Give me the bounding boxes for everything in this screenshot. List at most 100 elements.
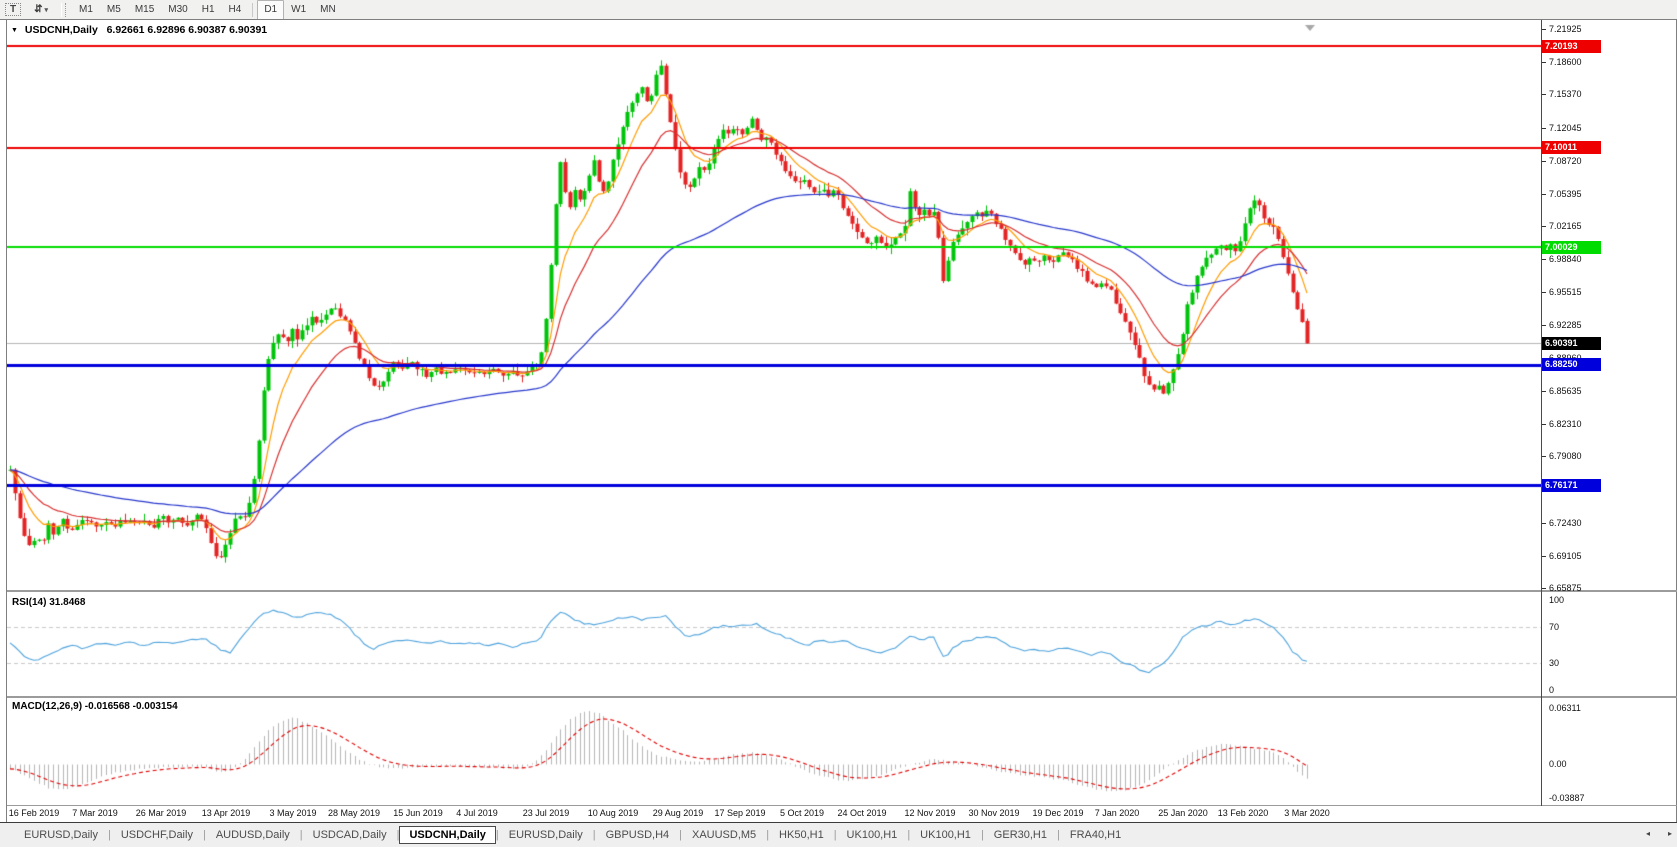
macd-tick-label: 0.00 bbox=[1549, 759, 1567, 769]
price-tick-label: 6.69105 bbox=[1549, 550, 1582, 561]
price-tick-mark bbox=[1542, 424, 1546, 426]
panel-resize-separator[interactable] bbox=[7, 696, 1677, 698]
date-label: 12 Nov 2019 bbox=[904, 808, 956, 818]
chart-tab-eurusd-daily[interactable]: EURUSD,Daily bbox=[508, 829, 583, 841]
price-tick-mark bbox=[1542, 390, 1546, 392]
tab-separator: | bbox=[299, 829, 303, 841]
chart-tab-usdcad-daily[interactable]: USDCAD,Daily bbox=[312, 829, 387, 841]
price-tick-label: 6.72430 bbox=[1549, 517, 1582, 528]
tab-separator: | bbox=[1057, 829, 1060, 841]
chart-ohlc-quotes: 6.92661 6.92896 6.90387 6.90391 bbox=[106, 24, 268, 36]
date-label: 7 Mar 2019 bbox=[72, 808, 118, 818]
tab-separator: | bbox=[592, 829, 596, 841]
date-label: 28 May 2019 bbox=[327, 808, 381, 818]
chart-tab-usdcnh-daily[interactable]: USDCNH,Daily bbox=[399, 826, 496, 844]
top-toolbar: T ⇵ ▾ M1 M5 M15 M30 H1 H4 D1 W1 MN bbox=[0, 0, 1677, 20]
timeframe-button-m1[interactable]: M1 bbox=[79, 4, 93, 15]
date-label: 13 Feb 2020 bbox=[1217, 808, 1269, 818]
price-tick-label: 6.82310 bbox=[1549, 419, 1582, 430]
chevron-down-icon: ▾ bbox=[44, 6, 49, 14]
chart-tab-hk50-h1[interactable]: HK50,H1 bbox=[779, 829, 824, 841]
price-tick-label: 7.05395 bbox=[1549, 188, 1582, 199]
date-label: 23 Jul 2019 bbox=[522, 808, 570, 818]
chart-tab-ger30-h1[interactable]: GER30,H1 bbox=[993, 829, 1047, 841]
price-tick-label: 6.92285 bbox=[1549, 319, 1582, 330]
price-tick-mark bbox=[1542, 522, 1546, 524]
price-tick-mark bbox=[1542, 357, 1546, 359]
chart-tab-eurusd-daily[interactable]: EURUSD,Daily bbox=[24, 829, 98, 841]
tab-separator: | bbox=[766, 829, 770, 841]
timeframe-toolbar: M1 M5 M15 M30 H1 H4 D1 W1 MN bbox=[72, 0, 343, 20]
tab-scroll-right-icon[interactable]: ▸ bbox=[1668, 829, 1673, 838]
chart-tab-usdchf-daily[interactable]: USDCHF,Daily bbox=[120, 829, 193, 841]
date-label: 3 Mar 2020 bbox=[1284, 808, 1330, 818]
date-label: 16 Feb 2019 bbox=[8, 808, 60, 818]
price-level-badge: 7.20193 bbox=[1542, 39, 1601, 53]
price-tick-label: 6.65875 bbox=[1549, 582, 1582, 593]
price-level-badge: 6.76171 bbox=[1542, 478, 1601, 492]
timeframe-button-d1[interactable]: D1 bbox=[257, 0, 285, 20]
date-label: 17 Sep 2019 bbox=[714, 808, 766, 818]
timeframe-button-w1[interactable]: W1 bbox=[291, 4, 307, 15]
price-level-badge: 6.88250 bbox=[1542, 358, 1601, 372]
arrange-windows-icon[interactable]: ⇵ ▾ bbox=[27, 2, 55, 18]
main-chart-canvas[interactable] bbox=[7, 20, 1541, 590]
date-label: 10 Aug 2019 bbox=[587, 808, 639, 818]
tab-separator: | bbox=[495, 829, 499, 841]
chart-tab-gbpusd-h4[interactable]: GBPUSD,H4 bbox=[605, 829, 670, 841]
price-tick-mark bbox=[1542, 292, 1546, 294]
chart-symbol-label: USDCNH,Daily bbox=[24, 24, 98, 36]
toolbar-grip bbox=[61, 2, 67, 17]
price-tick-label: 6.85635 bbox=[1549, 385, 1582, 396]
chart-tab-uk100-h1[interactable]: UK100,H1 bbox=[920, 829, 971, 841]
price-tick-label: 6.88960 bbox=[1549, 353, 1582, 363]
chart-tab-xauusd-m5[interactable]: XAUUSD,M5 bbox=[692, 829, 757, 841]
timeframe-button-mn[interactable]: MN bbox=[320, 4, 336, 15]
timeframe-button-m30[interactable]: M30 bbox=[168, 4, 188, 15]
price-level-badge: 7.10011 bbox=[1542, 141, 1601, 155]
date-label: 25 Jan 2020 bbox=[1158, 808, 1208, 818]
rsi-panel-canvas[interactable] bbox=[7, 593, 1541, 696]
price-tick-mark bbox=[1542, 259, 1546, 261]
text-tool-icon[interactable]: T bbox=[5, 3, 22, 16]
chart-window-top-border bbox=[0, 19, 1677, 20]
panel-resize-separator[interactable] bbox=[7, 590, 1677, 592]
tab-separator: | bbox=[907, 829, 911, 841]
chart-tab-uk100-h1[interactable]: UK100,H1 bbox=[846, 829, 898, 841]
date-label: 24 Oct 2019 bbox=[837, 808, 887, 818]
price-tick-label: 7.12045 bbox=[1549, 122, 1582, 133]
macd-tick-label: -0.03887 bbox=[1549, 793, 1585, 804]
tab-scroll-left-icon[interactable]: ◂ bbox=[1646, 829, 1651, 838]
chart-tab-audusd-daily[interactable]: AUDUSD,Daily bbox=[215, 829, 290, 841]
rsi-tick-label: 0 bbox=[1549, 685, 1555, 695]
price-tick-mark bbox=[1542, 94, 1546, 96]
macd-indicator-label: MACD(12,26,9) -0.016568 -0.003154 bbox=[12, 701, 178, 712]
timeframe-button-m15[interactable]: M15 bbox=[134, 4, 155, 15]
date-label: 30 Nov 2019 bbox=[968, 808, 1020, 818]
price-tick-mark bbox=[1542, 324, 1546, 326]
date-label: 3 May 2019 bbox=[269, 808, 317, 818]
tab-separator: | bbox=[396, 829, 400, 841]
chart-tab-fra40-h1[interactable]: FRA40,H1 bbox=[1069, 829, 1122, 841]
date-label: 19 Dec 2019 bbox=[1032, 808, 1084, 818]
price-axis-border bbox=[1541, 20, 1542, 806]
rsi-tick-label: 100 bbox=[1549, 595, 1565, 605]
date-label: 5 Oct 2019 bbox=[779, 808, 825, 818]
timeframe-button-h1[interactable]: H1 bbox=[201, 4, 215, 15]
timeframe-button-h4[interactable]: H4 bbox=[228, 4, 242, 15]
price-tick-label: 7.21925 bbox=[1549, 24, 1582, 34]
chart-title: ▼ USDCNH,Daily 6.92661 6.92896 6.90387 6… bbox=[11, 24, 267, 36]
date-label: 13 Apr 2019 bbox=[201, 808, 251, 818]
price-tick-label: 6.95515 bbox=[1549, 287, 1582, 298]
price-level-badge: 7.00029 bbox=[1542, 240, 1601, 254]
tab-separator: | bbox=[833, 829, 837, 841]
date-label: 26 Mar 2019 bbox=[135, 808, 187, 818]
price-tick-label: 6.79080 bbox=[1549, 451, 1582, 462]
price-tick-mark bbox=[1542, 555, 1546, 557]
macd-panel-canvas[interactable] bbox=[7, 698, 1541, 805]
time-axis[interactable]: 16 Feb 2019 7 Mar 2019 26 Mar 2019 13 Apr 2… bbox=[7, 806, 1541, 822]
timeframe-button-m5[interactable]: M5 bbox=[106, 4, 121, 15]
price-tick-label: 7.08720 bbox=[1549, 155, 1582, 166]
rsi-indicator-label: RSI(14) 31.8468 bbox=[12, 597, 86, 608]
collapse-triangle-icon[interactable]: ▼ bbox=[11, 27, 18, 34]
